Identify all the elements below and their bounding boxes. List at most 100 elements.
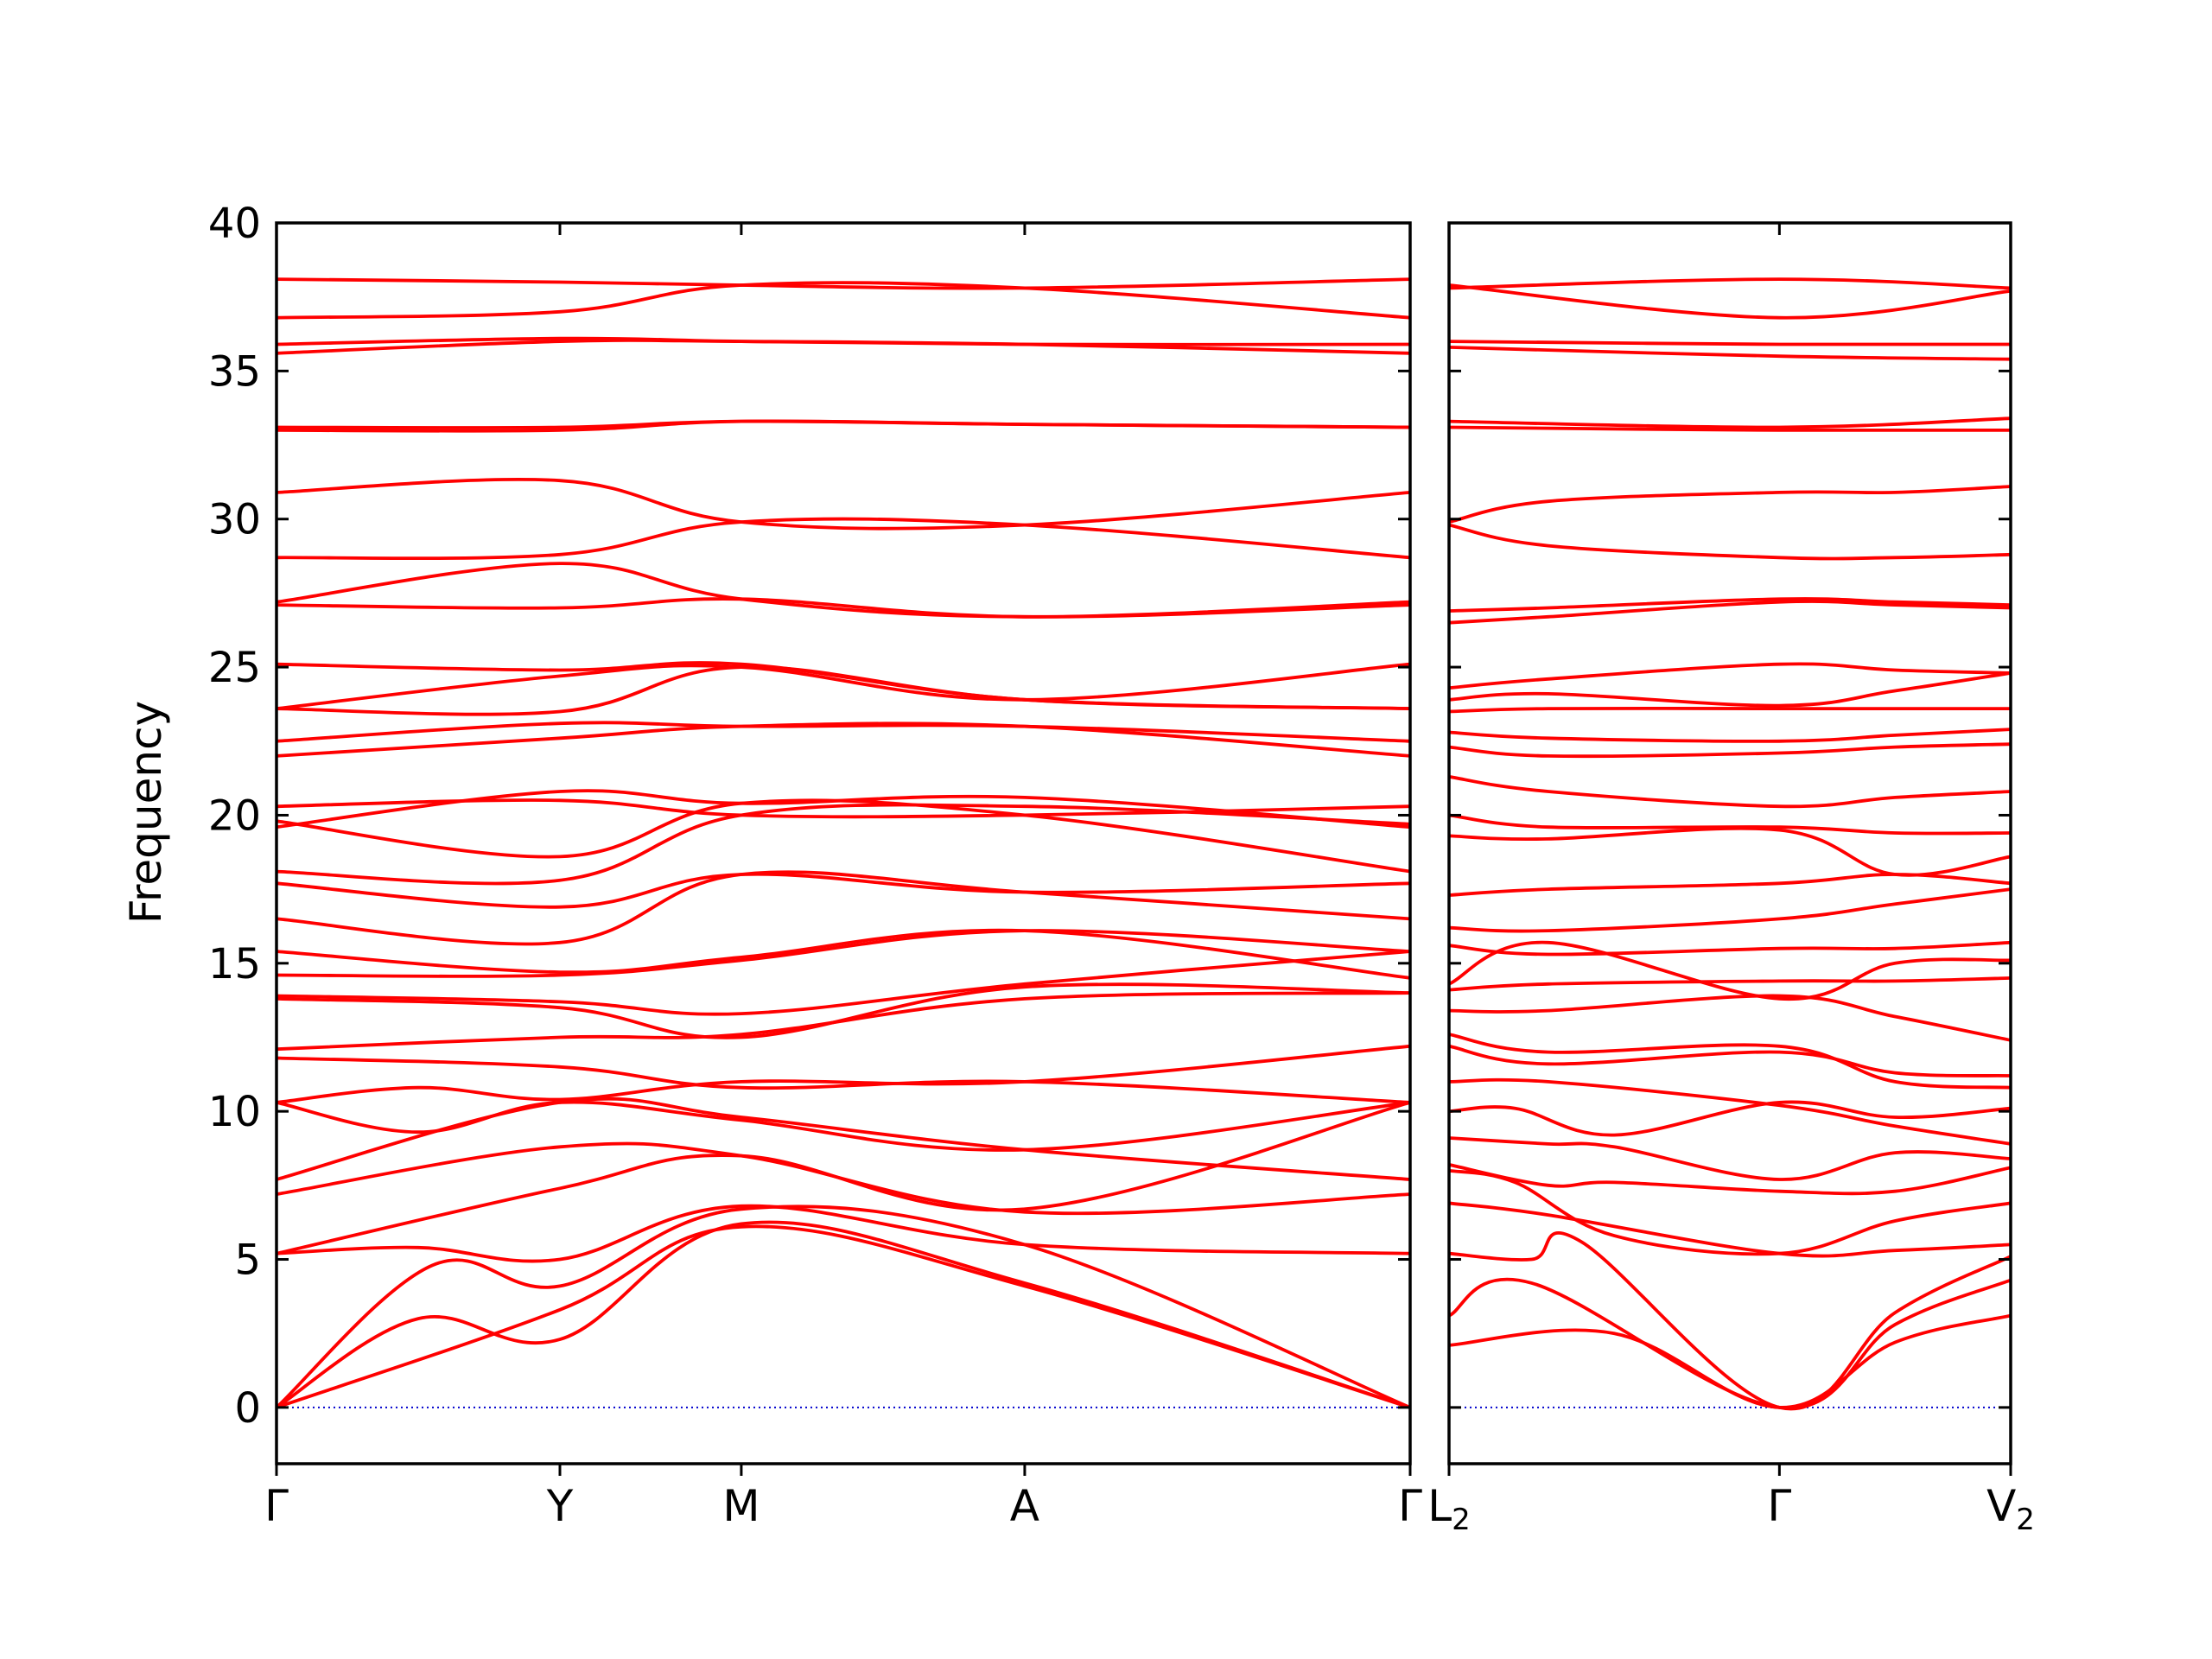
band-line-34 bbox=[1449, 283, 2011, 320]
band-line-11 bbox=[276, 991, 1410, 1052]
band-line-32 bbox=[1449, 346, 2011, 361]
band-line-15 bbox=[276, 928, 1410, 980]
band-line-17 bbox=[1449, 873, 2011, 897]
band-line-9 bbox=[276, 1044, 1410, 1104]
band-line-1 bbox=[1449, 1313, 2011, 1409]
kpoint-subscript: 2 bbox=[2016, 1503, 2035, 1537]
band-line-14 bbox=[1449, 940, 2011, 1001]
band-line-6 bbox=[276, 1141, 1410, 1216]
band-line-34 bbox=[276, 336, 1410, 346]
band-line-30 bbox=[1449, 425, 2011, 433]
band-line-2 bbox=[276, 1220, 1410, 1409]
band-line-4 bbox=[276, 1204, 1410, 1263]
band-line-21 bbox=[1449, 742, 2011, 759]
band-line-25 bbox=[1449, 662, 2011, 690]
band-line-12 bbox=[1449, 994, 2011, 1042]
kpoint-symbol: Y bbox=[546, 1481, 574, 1531]
band-line-31 bbox=[1449, 416, 2011, 429]
band-group bbox=[276, 277, 1410, 1409]
band-line-14 bbox=[276, 929, 1410, 978]
band-line-27 bbox=[1449, 597, 2011, 613]
band-line-6 bbox=[1449, 1163, 2011, 1196]
y-tick-label: 30 bbox=[208, 496, 261, 544]
kpoint-symbol: V bbox=[1986, 1481, 2016, 1531]
kpoint-label: M bbox=[722, 1481, 760, 1531]
band-line-7 bbox=[1449, 1136, 2011, 1181]
band-line-3 bbox=[276, 1205, 1410, 1409]
kpoint-label: Γ bbox=[264, 1481, 289, 1531]
band-line-13 bbox=[1449, 976, 2011, 992]
band-line-2 bbox=[1449, 1277, 2011, 1410]
kpoint-symbol: Γ bbox=[1398, 1481, 1422, 1531]
y-tick-label: 15 bbox=[208, 940, 261, 988]
band-line-1 bbox=[276, 1224, 1410, 1409]
band-line-23 bbox=[276, 721, 1410, 743]
plot-frame bbox=[1447, 221, 2012, 1465]
y-tick-label: 40 bbox=[208, 200, 261, 248]
band-line-12 bbox=[276, 982, 1410, 1039]
band-line-26 bbox=[1449, 600, 2011, 625]
kpoint-symbol: A bbox=[1010, 1481, 1039, 1531]
band-line-35 bbox=[1449, 277, 2011, 290]
band-line-10 bbox=[1449, 1044, 2011, 1077]
band-group bbox=[1449, 277, 2011, 1411]
band-line-20 bbox=[1449, 775, 2011, 809]
y-tick-label: 10 bbox=[208, 1088, 261, 1136]
band-line-19 bbox=[276, 798, 1410, 874]
y-tick-label: 20 bbox=[208, 791, 261, 840]
band-line-19 bbox=[1449, 813, 2011, 836]
y-tick-label: 0 bbox=[234, 1384, 261, 1433]
band-line-7 bbox=[276, 1096, 1410, 1181]
band-line-16 bbox=[1449, 887, 2011, 933]
kpoint-label: Γ bbox=[1398, 1481, 1422, 1531]
band-line-29 bbox=[1449, 485, 2011, 524]
band-line-25 bbox=[276, 662, 1410, 710]
y-tick-label: 35 bbox=[208, 347, 261, 396]
band-line-24 bbox=[1449, 671, 2011, 708]
band-line-17 bbox=[276, 872, 1410, 909]
kpoint-symbol: L bbox=[1427, 1481, 1452, 1531]
band-line-15 bbox=[1449, 940, 2011, 957]
y-tick-label: 25 bbox=[208, 644, 261, 692]
band-line-26 bbox=[276, 661, 1410, 710]
band-line-10 bbox=[276, 1056, 1410, 1104]
kpoint-symbol: Γ bbox=[1767, 1481, 1791, 1531]
band-line-5 bbox=[276, 1101, 1410, 1255]
band-line-21 bbox=[276, 798, 1410, 819]
kpoint-subscript: 2 bbox=[1452, 1503, 1471, 1537]
band-line-3 bbox=[1449, 1230, 2011, 1411]
band-line-8 bbox=[276, 1100, 1410, 1152]
band-line-30 bbox=[276, 477, 1410, 531]
panel-1: 0 5 10 15 20 25 30 35 40 Γ Y M A Γ bbox=[208, 200, 1422, 1531]
panel-2: L2 Γ V2 bbox=[1427, 221, 2035, 1537]
kpoint-label: A bbox=[1010, 1481, 1039, 1531]
kpoint-symbol: Γ bbox=[264, 1481, 289, 1531]
kpoint-label: L2 bbox=[1427, 1481, 1471, 1537]
kpoint-label: V2 bbox=[1986, 1481, 2035, 1537]
band-line-18 bbox=[1449, 826, 2011, 877]
kpoint-label: Y bbox=[546, 1481, 574, 1531]
band-line-35 bbox=[276, 281, 1410, 320]
kpoint-label: Γ bbox=[1767, 1481, 1791, 1531]
kpoint-symbol: M bbox=[722, 1481, 760, 1531]
band-line-16 bbox=[276, 870, 1410, 946]
y-axis-label: Frequency bbox=[121, 701, 171, 924]
band-line-9 bbox=[1449, 1077, 2011, 1146]
band-line-32 bbox=[276, 419, 1410, 429]
band-line-28 bbox=[276, 562, 1410, 619]
band-line-11 bbox=[1449, 1033, 2011, 1090]
plot-frame bbox=[275, 221, 1412, 1465]
band-line-29 bbox=[276, 517, 1410, 561]
band-line-28 bbox=[1449, 523, 2011, 561]
band-line-22 bbox=[1449, 728, 2011, 743]
band-line-8 bbox=[1449, 1100, 2011, 1137]
band-line-4 bbox=[1449, 1201, 2011, 1258]
band-line-23 bbox=[1449, 706, 2011, 714]
band-line-20 bbox=[276, 789, 1410, 830]
band-line-36 bbox=[276, 277, 1410, 290]
band-line-13 bbox=[276, 950, 1410, 1016]
band-line-5 bbox=[1449, 1168, 2011, 1256]
band-line-33 bbox=[1449, 340, 2011, 346]
